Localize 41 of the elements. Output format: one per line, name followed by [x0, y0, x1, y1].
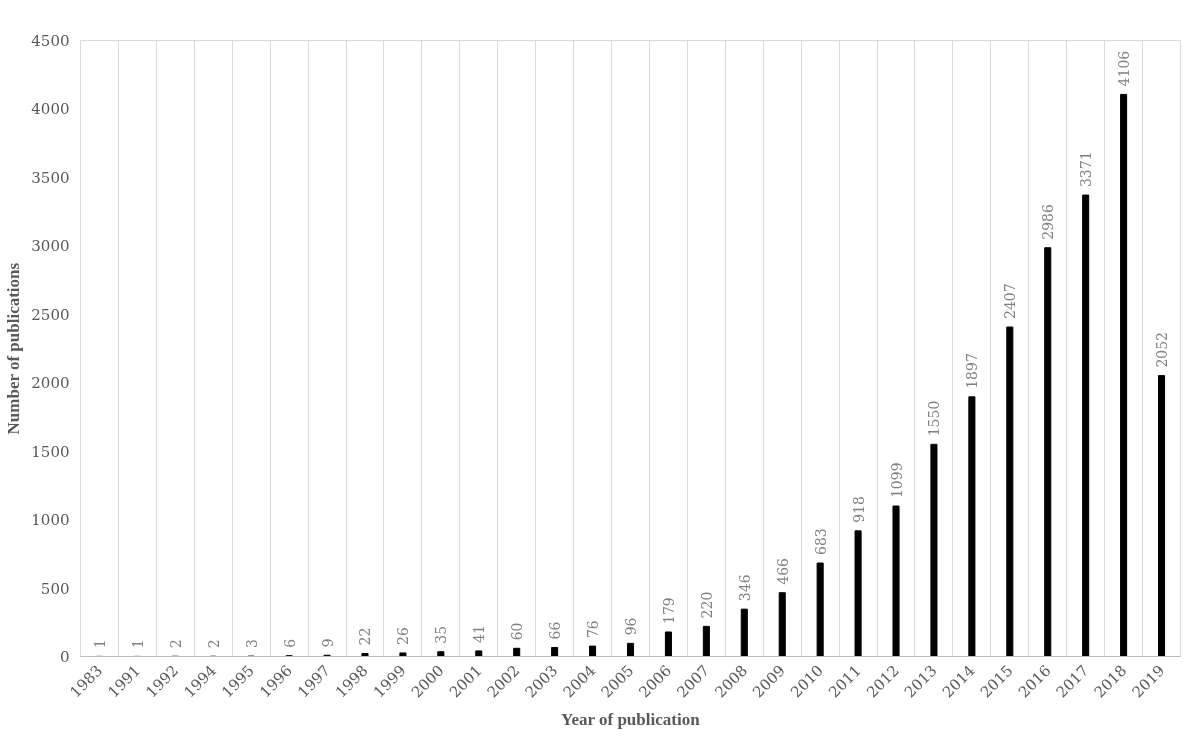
data-label: 76 [585, 620, 602, 639]
data-label: 3 [243, 639, 260, 649]
data-label: 41 [471, 625, 488, 643]
data-label: 2 [205, 639, 222, 649]
data-label: 1 [129, 639, 146, 649]
data-label: 2407 [1002, 283, 1019, 320]
y-tick-label: 3000 [31, 237, 70, 256]
data-label: 918 [850, 496, 867, 523]
y-tick-label: 4500 [31, 32, 70, 50]
data-label: 6 [281, 638, 298, 648]
data-label: 1099 [888, 462, 905, 499]
y-tick-label: 1500 [31, 442, 70, 461]
y-tick-label: 4000 [31, 100, 70, 119]
data-label: 3371 [1078, 151, 1095, 188]
data-label: 466 [774, 557, 791, 585]
data-label: 220 [698, 591, 715, 619]
data-label: 4106 [1116, 50, 1133, 87]
y-axis-title: Number of publications [4, 262, 24, 435]
y-tick-label: 500 [40, 579, 70, 598]
data-label: 66 [547, 621, 564, 640]
data-label: 9 [319, 638, 336, 648]
y-tick-label: 2500 [31, 305, 70, 324]
data-label: 60 [509, 622, 526, 641]
data-label: 96 [623, 617, 639, 636]
data-label: 1550 [926, 400, 943, 437]
data-label: 1 [91, 639, 108, 649]
data-label: 179 [660, 597, 677, 624]
x-axis-title: Year of publication [561, 710, 701, 730]
data-label: 683 [812, 528, 829, 555]
data-label: 1897 [964, 353, 981, 389]
data-label: 26 [395, 627, 412, 645]
y-tick-label: 1000 [31, 511, 70, 530]
data-label: 2 [167, 639, 184, 649]
data-label: 2052 [1154, 331, 1171, 368]
y-tick-label: 2000 [31, 374, 70, 393]
data-label: 35 [433, 625, 450, 644]
y-tick-label: 3500 [31, 168, 70, 187]
data-label: 346 [736, 574, 753, 602]
y-tick-label: 0 [59, 648, 70, 666]
data-label: 2986 [1040, 204, 1057, 240]
data-label: 22 [357, 627, 374, 646]
